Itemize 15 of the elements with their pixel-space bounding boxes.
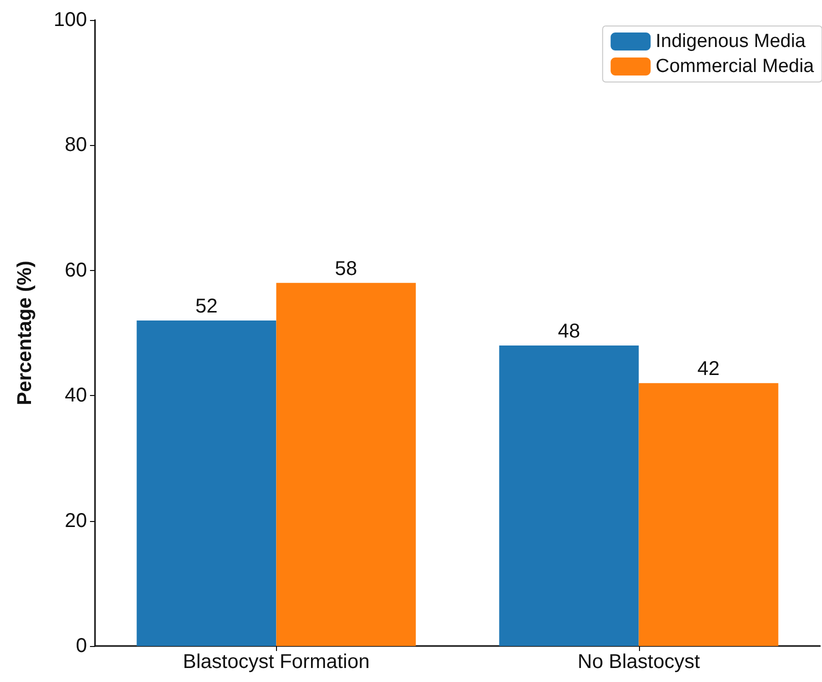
y-tick-label: 100 (54, 9, 87, 31)
y-tick-label: 40 (64, 384, 87, 407)
x-tick-label: No Blastocyst (578, 651, 700, 673)
y-tick-label: 20 (64, 510, 87, 532)
y-axis-title: Percentage (%) (14, 260, 36, 406)
legend-label: Indigenous Media (656, 31, 806, 52)
x-tick-label: Blastocyst Formation (182, 651, 370, 673)
y-tick-label: 60 (64, 259, 87, 282)
y-tick-label: 0 (76, 635, 87, 657)
data-label: 48 (558, 320, 580, 343)
data-label: 42 (697, 358, 720, 380)
data-label: 58 (334, 258, 358, 280)
legend-label: Commercial Media (656, 56, 814, 77)
data-label: 52 (195, 295, 218, 318)
y-tick-label: 80 (64, 134, 87, 156)
